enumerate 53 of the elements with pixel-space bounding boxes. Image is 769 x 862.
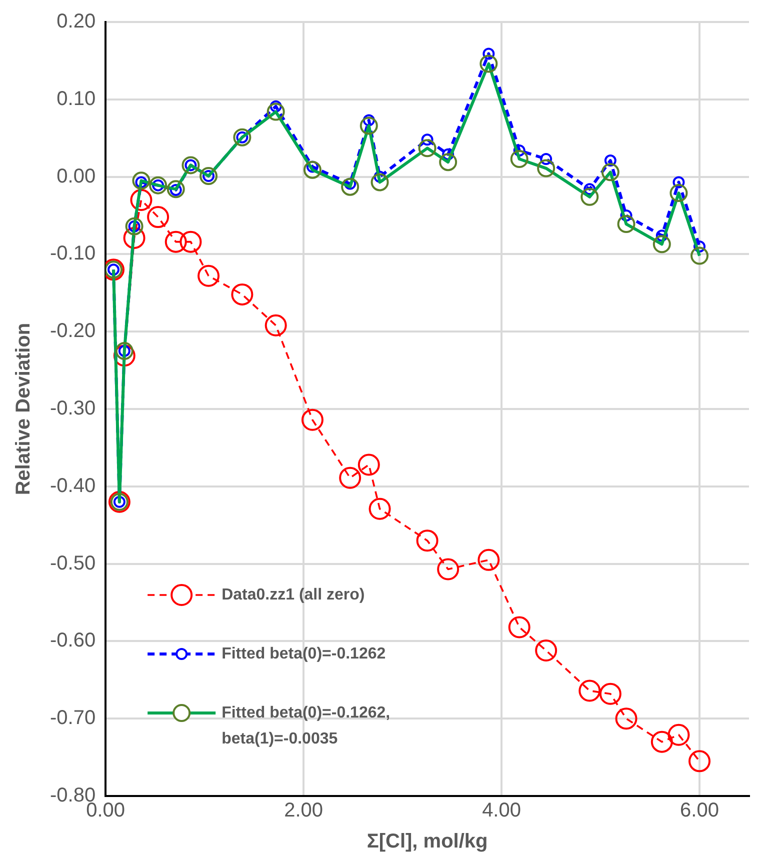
y-tick-label: -0.30	[50, 398, 96, 420]
point	[231, 283, 254, 306]
point	[615, 708, 638, 730]
point	[672, 176, 685, 188]
legend-label: Fitted beta(0)=-0.1262, beta(1)=-0.0035	[222, 704, 390, 748]
y-tick-label: 0.20	[56, 10, 96, 33]
point	[421, 134, 434, 146]
legend-label: Data0.zz1 (all zero)	[222, 586, 365, 604]
y-tick-label: -0.40	[50, 474, 96, 497]
point	[688, 750, 711, 772]
y-tick-label: -0.10	[50, 242, 96, 265]
y-tick-label: 0.10	[56, 88, 96, 110]
point	[508, 616, 530, 638]
point	[668, 724, 690, 746]
point	[578, 680, 601, 702]
point	[198, 264, 220, 287]
point	[123, 226, 146, 249]
point	[604, 154, 616, 167]
legend-label: Fitted beta(0)=-0.1262	[222, 645, 386, 662]
point	[416, 530, 438, 552]
point	[482, 48, 495, 60]
point	[147, 206, 170, 228]
point	[650, 730, 673, 753]
point	[358, 454, 380, 476]
point	[656, 230, 668, 242]
y-tick-label: -0.50	[50, 552, 96, 574]
point	[584, 183, 596, 196]
point	[130, 189, 152, 212]
x-tick-label: 2.00	[284, 800, 324, 822]
point	[540, 153, 552, 165]
y-tick-label: -0.70	[50, 707, 96, 730]
y-tick-label: -0.20	[50, 320, 96, 342]
point	[164, 230, 187, 253]
point	[513, 144, 526, 156]
x-axis-title: Σ[Cl], mol/kg	[366, 830, 488, 853]
y-tick-label: -0.60	[50, 630, 96, 652]
point	[339, 466, 362, 489]
x-tick-label: 6.00	[680, 800, 719, 822]
point	[368, 498, 391, 520]
point	[442, 148, 454, 160]
point	[478, 548, 500, 571]
point	[599, 682, 622, 705]
y-tick-label: 0.00	[56, 165, 96, 188]
point	[694, 240, 706, 252]
point	[301, 408, 324, 431]
point	[535, 639, 558, 662]
point	[437, 558, 460, 580]
y-axis-title: Relative Deviation	[12, 322, 35, 496]
point	[620, 210, 632, 222]
x-tick-label: 4.00	[482, 800, 521, 822]
point	[180, 230, 202, 253]
point	[264, 314, 287, 336]
point	[113, 344, 136, 367]
